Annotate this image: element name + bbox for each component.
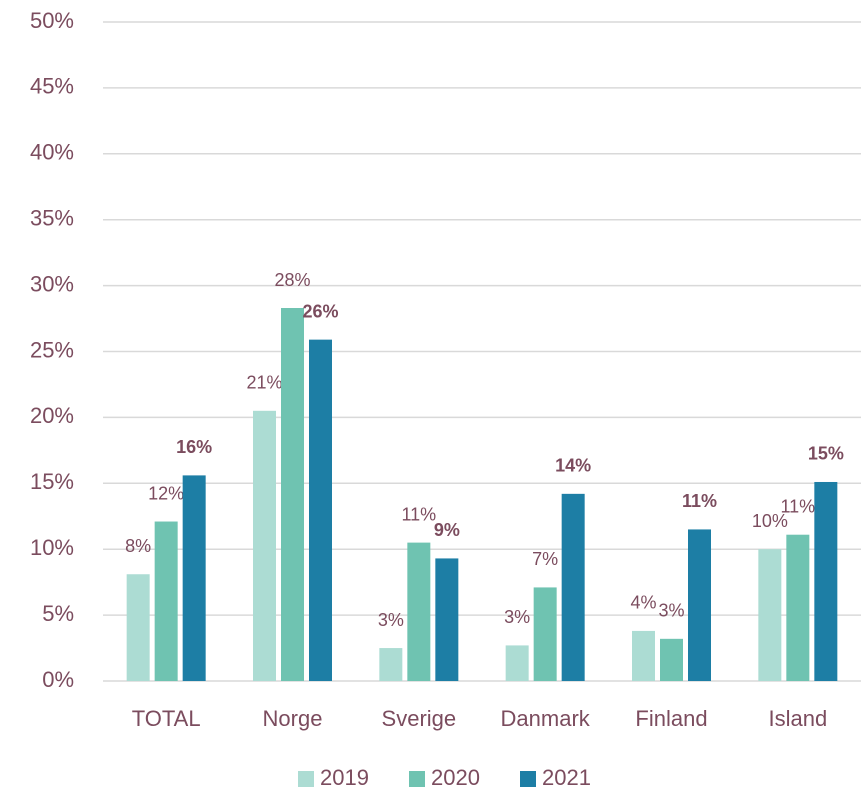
data-label: 4% <box>630 593 656 613</box>
bar <box>632 630 655 681</box>
legend-swatch <box>520 771 536 787</box>
y-tick-label: 45% <box>30 74 74 99</box>
data-label: 9% <box>434 520 460 540</box>
y-tick-label: 10% <box>30 535 74 560</box>
y-tick-label: 5% <box>42 601 74 626</box>
data-label: 7% <box>532 549 558 569</box>
data-label: 3% <box>378 610 404 630</box>
bar <box>309 339 332 681</box>
bar <box>126 574 150 681</box>
data-label: 3% <box>504 607 530 627</box>
bar <box>182 475 206 681</box>
legend-label: 2019 <box>320 765 369 790</box>
data-label: 11% <box>682 491 717 511</box>
x-tick-label: Danmark <box>501 706 591 731</box>
x-tick-label: Island <box>768 706 827 731</box>
bar <box>561 493 585 681</box>
bar <box>281 308 304 681</box>
y-tick-label: 20% <box>30 403 74 428</box>
bar <box>533 587 557 681</box>
data-label: 26% <box>302 301 338 321</box>
data-label: 8% <box>125 536 151 556</box>
bar <box>688 529 711 681</box>
data-label: 15% <box>808 444 844 464</box>
data-label: 3% <box>658 601 684 621</box>
y-tick-label: 50% <box>30 8 74 33</box>
data-label: 12% <box>148 483 184 503</box>
y-tick-label: 15% <box>30 469 74 494</box>
data-label: 11% <box>780 496 815 516</box>
data-label: 14% <box>555 456 591 476</box>
data-label: 10% <box>752 511 788 531</box>
bar <box>758 549 782 681</box>
data-label: 11% <box>401 504 436 524</box>
data-label: 16% <box>176 437 212 457</box>
bar <box>814 481 838 681</box>
legend-label: 2020 <box>431 765 480 790</box>
bar <box>660 638 683 681</box>
legend-label: 2021 <box>542 765 591 790</box>
y-tick-label: 0% <box>42 667 74 692</box>
bar <box>154 521 178 681</box>
bar <box>435 558 459 681</box>
bar <box>379 648 403 681</box>
y-tick-label: 30% <box>30 271 74 296</box>
x-tick-label: TOTAL <box>132 706 201 731</box>
data-label: 28% <box>274 270 310 290</box>
x-tick-label: Norge <box>263 706 323 731</box>
bar <box>505 645 529 681</box>
bar <box>407 542 431 681</box>
x-tick-label: Finland <box>635 706 707 731</box>
bar <box>253 410 276 681</box>
y-tick-label: 25% <box>30 337 74 362</box>
data-label: 21% <box>246 373 282 393</box>
x-tick-label: Sverige <box>382 706 457 731</box>
y-tick-label: 40% <box>30 140 74 165</box>
y-tick-label: 35% <box>30 206 74 231</box>
legend-swatch <box>298 771 314 787</box>
legend-swatch <box>409 771 425 787</box>
bar <box>786 534 810 681</box>
